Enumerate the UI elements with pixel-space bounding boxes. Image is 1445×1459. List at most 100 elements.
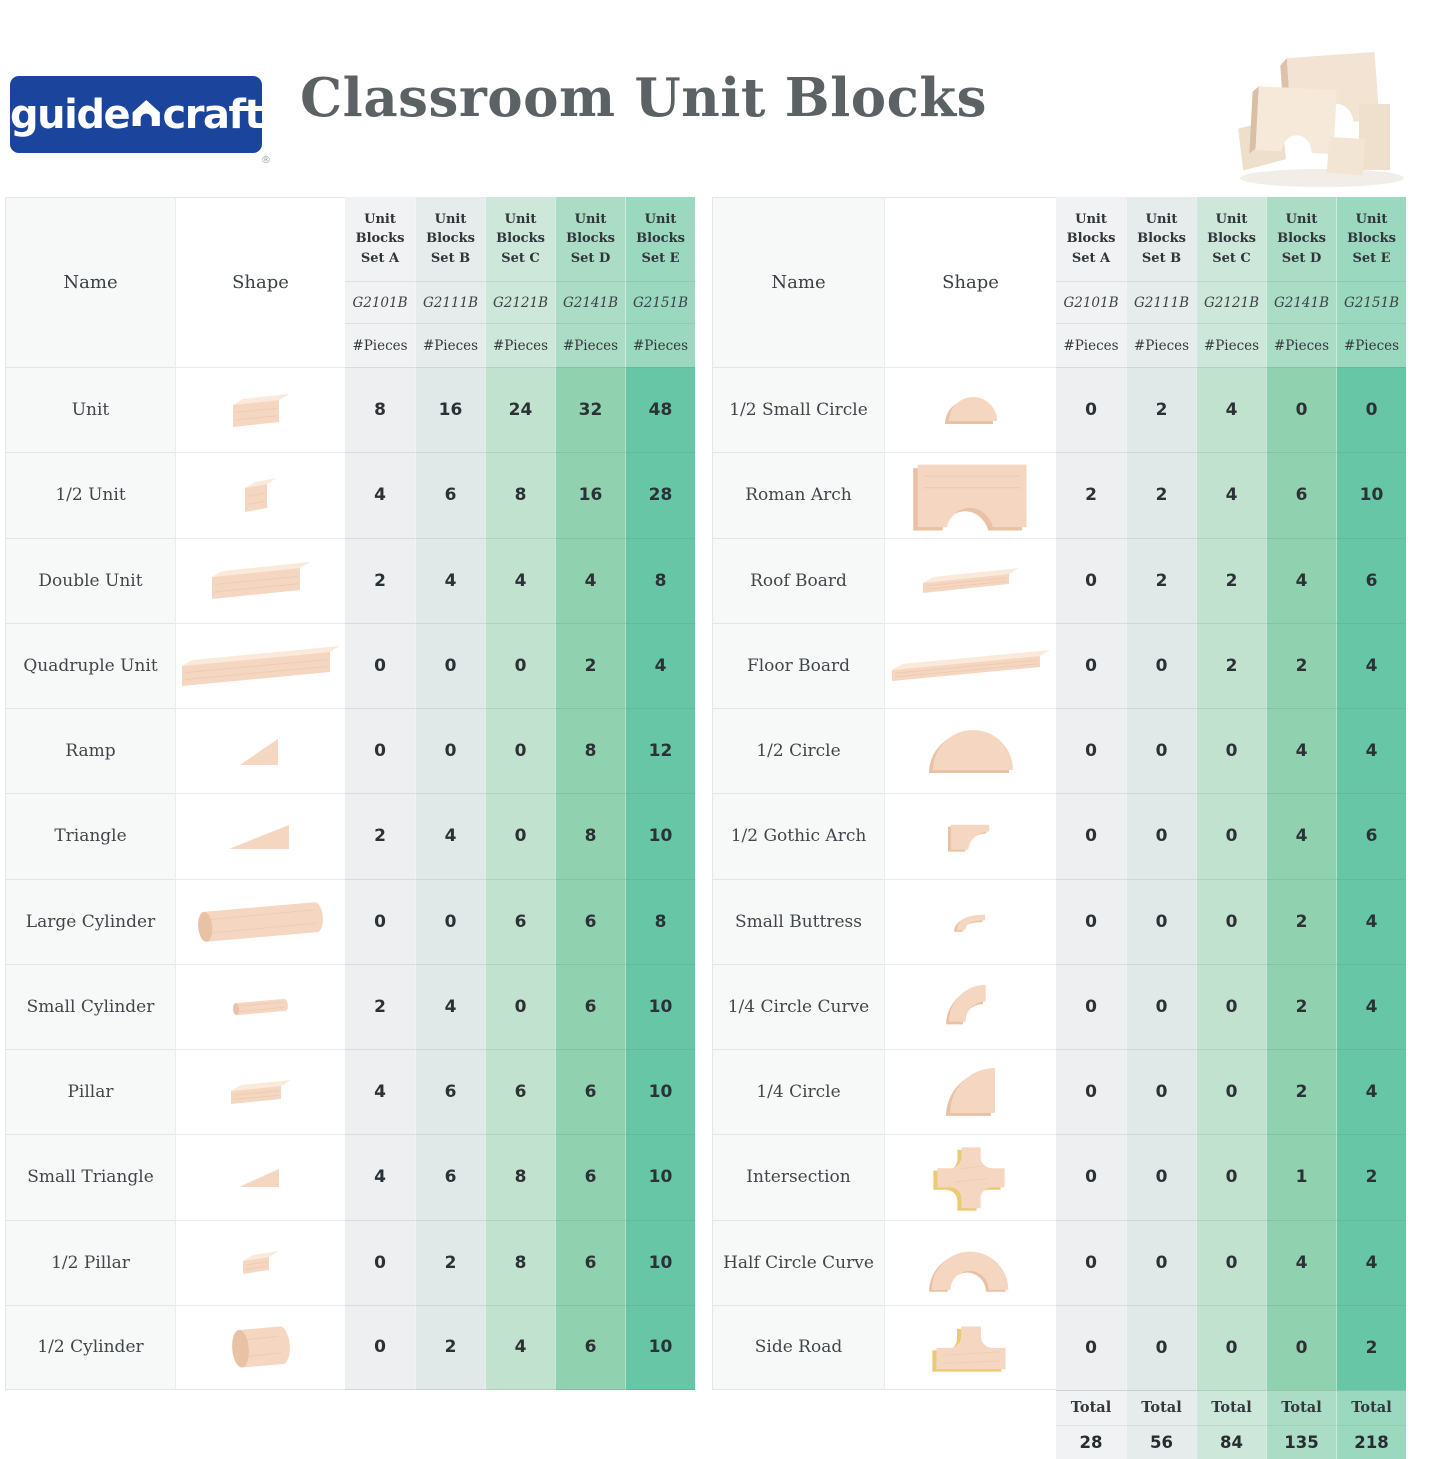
block-shape-image	[175, 1134, 345, 1220]
guidecraft-logo: guide craft ®	[10, 76, 271, 166]
piece-count: 2	[1266, 963, 1336, 1049]
piece-count: 10	[625, 1049, 695, 1135]
total-value: 28	[1056, 1424, 1126, 1459]
block-shape-image	[175, 622, 345, 708]
piece-count: 0	[345, 1219, 415, 1305]
block-shape-image	[175, 708, 345, 794]
piece-count: 2	[415, 1304, 485, 1390]
set-d-header-label: Unit Blocks Set D	[1277, 211, 1326, 266]
block-shape-image	[884, 622, 1056, 708]
piece-count: 0	[345, 878, 415, 964]
shape-half-pillar-icon	[242, 1251, 279, 1275]
piece-count: 10	[625, 1219, 695, 1305]
shape-small-buttress-icon	[953, 915, 985, 933]
piece-count: 0	[1056, 793, 1126, 879]
piece-count: 10	[625, 963, 695, 1049]
piece-count: 2	[1126, 367, 1196, 453]
set-c-header: Unit Blocks Set C	[1196, 197, 1266, 281]
set-d-header-label: Unit Blocks Set D	[566, 211, 615, 266]
block-name: Large Cylinder	[5, 878, 175, 964]
shape-half-small-circle-icon	[944, 396, 997, 424]
piece-count: 2	[1196, 622, 1266, 708]
block-shape-image	[175, 1219, 345, 1305]
piece-count: 0	[1056, 708, 1126, 794]
piece-count: 2	[1126, 452, 1196, 538]
block-shape-image	[884, 793, 1056, 879]
shape-quarter-circle-icon	[945, 1068, 995, 1117]
piece-count: 2	[1266, 878, 1336, 964]
set-a-header: Unit Blocks Set A	[1056, 197, 1126, 281]
piece-count: 8	[555, 793, 625, 879]
set-a-header-label: Unit Blocks Set A	[355, 211, 405, 266]
shape-column-header: Shape	[175, 197, 345, 367]
right-pillar-block	[1359, 104, 1390, 170]
piece-count: 0	[1056, 1049, 1126, 1135]
piece-count: 2	[1266, 1049, 1336, 1135]
piece-count: 0	[485, 793, 555, 879]
piece-count: 0	[1196, 1219, 1266, 1305]
name-column-header: Name	[712, 197, 884, 367]
page-header: guide craft ® Classroom Unit Blocks	[0, 0, 1445, 197]
shape-double-unit-icon	[211, 562, 310, 600]
set-a-pieces-label: #Pieces	[345, 323, 415, 367]
set-b-header-label: Unit Blocks Set B	[426, 211, 475, 266]
piece-count: 0	[1266, 367, 1336, 453]
set-a-sku: G2101B	[345, 281, 415, 323]
set-c-header-label: Unit Blocks Set C	[496, 211, 545, 266]
total-label: Total	[1336, 1390, 1406, 1425]
block-name: 1/2 Gothic Arch	[712, 793, 884, 879]
piece-count: 4	[1196, 452, 1266, 538]
piece-count: 8	[485, 1134, 555, 1220]
set-d-pieces-label: #Pieces	[1266, 323, 1336, 367]
piece-count: 4	[1336, 1049, 1406, 1135]
piece-count: 2	[415, 1219, 485, 1305]
piece-count: 2	[1336, 1134, 1406, 1220]
piece-count: 4	[1266, 793, 1336, 879]
block-name: 1/2 Circle	[712, 708, 884, 794]
block-name: 1/2 Pillar	[5, 1219, 175, 1305]
piece-count: 4	[415, 793, 485, 879]
block-name: 1/2 Small Circle	[712, 367, 884, 453]
piece-count: 2	[345, 793, 415, 879]
piece-count: 8	[625, 537, 695, 623]
total-label: Total	[1056, 1390, 1126, 1425]
piece-count: 6	[415, 452, 485, 538]
piece-count: 4	[1336, 963, 1406, 1049]
total-value: 84	[1196, 1424, 1266, 1459]
piece-count: 48	[625, 367, 695, 453]
piece-count: 0	[1056, 367, 1126, 453]
piece-count: 24	[485, 367, 555, 453]
piece-count: 0	[1126, 1304, 1196, 1390]
piece-count: 10	[625, 1304, 695, 1390]
set-b-pieces-label: #Pieces	[415, 323, 485, 367]
block-shape-image	[884, 878, 1056, 964]
block-shape-image	[884, 537, 1056, 623]
piece-count: 4	[1266, 1219, 1336, 1305]
set-c-pieces-label: #Pieces	[1196, 323, 1266, 367]
piece-count: 6	[415, 1134, 485, 1220]
piece-count: 1	[1266, 1134, 1336, 1220]
piece-count: 2	[345, 537, 415, 623]
total-label: Total	[1266, 1390, 1336, 1425]
block-shape-image	[884, 1134, 1056, 1220]
piece-count: 8	[345, 367, 415, 453]
shape-quarter-circle-curve-icon	[945, 984, 986, 1025]
piece-count: 6	[1336, 537, 1406, 623]
set-b-pieces-label: #Pieces	[1126, 323, 1196, 367]
block-shape-image	[175, 537, 345, 623]
block-name: Small Cylinder	[5, 963, 175, 1049]
total-value: 135	[1266, 1424, 1336, 1459]
block-name: 1/4 Circle	[712, 1049, 884, 1135]
block-name: Roof Board	[712, 537, 884, 623]
shape-quadruple-unit-icon	[181, 645, 340, 686]
piece-count: 0	[1196, 708, 1266, 794]
piece-count: 16	[415, 367, 485, 453]
block-name: Small Triangle	[5, 1134, 175, 1220]
set-c-sku: G2121B	[1196, 281, 1266, 323]
set-d-sku: G2141B	[1266, 281, 1336, 323]
piece-count: 6	[555, 878, 625, 964]
block-name: Ramp	[5, 708, 175, 794]
block-name: Unit	[5, 367, 175, 453]
piece-count: 28	[625, 452, 695, 538]
